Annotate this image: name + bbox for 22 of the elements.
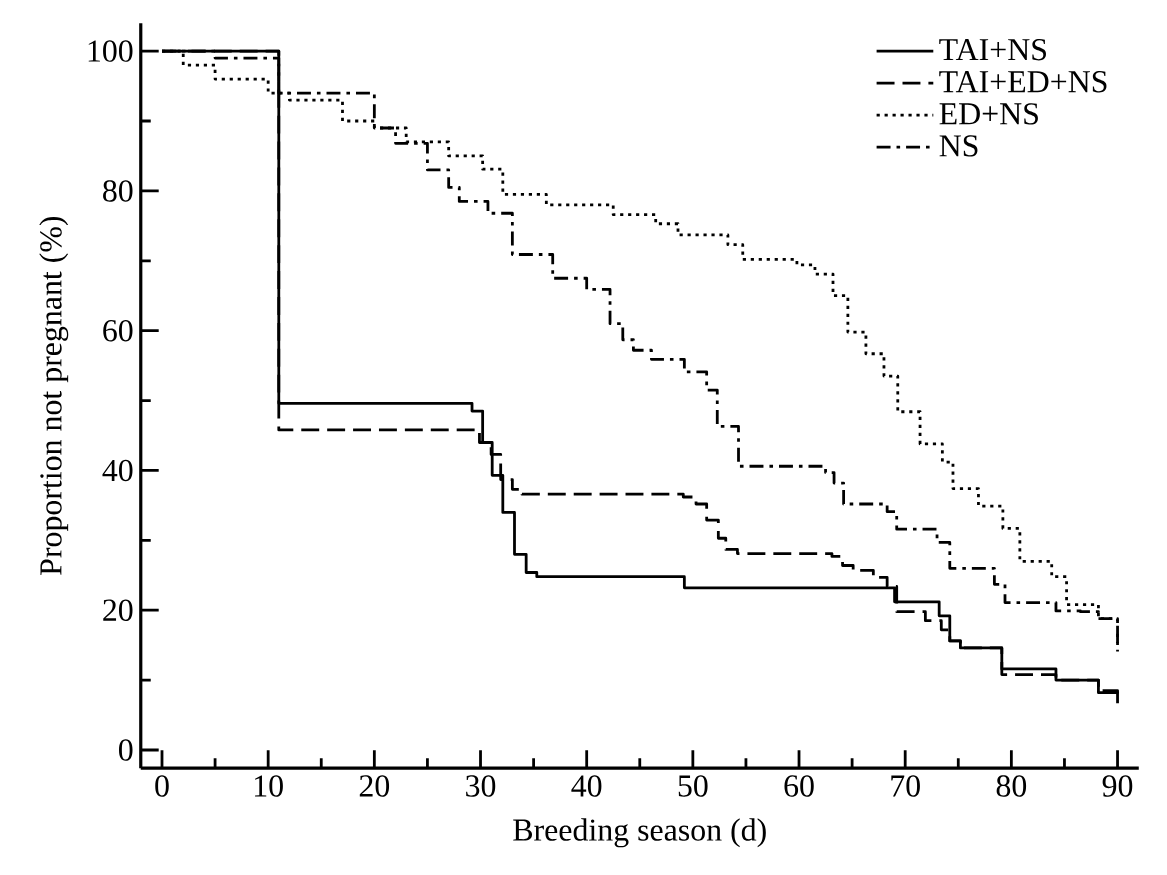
y-tick-label: 40 bbox=[102, 459, 133, 482]
legend-label: TAI+ED+NS bbox=[939, 71, 1107, 93]
x-tick-label: 90 bbox=[1102, 775, 1133, 797]
x-tick-label: 10 bbox=[255, 775, 283, 797]
x-tick-label: 0 bbox=[155, 775, 169, 797]
x-tick-label: 20 bbox=[359, 775, 390, 797]
x-tick-label: 80 bbox=[996, 775, 1027, 797]
y-tick-label: 0 bbox=[119, 739, 133, 761]
y-tick-label: 60 bbox=[103, 319, 133, 342]
y-axis-title: Proportion not pregnant (%) bbox=[39, 216, 69, 575]
legend-label: TAI+NS bbox=[939, 38, 1046, 61]
x-axis-title: Breeding season (d) bbox=[513, 818, 766, 848]
x-tick-label: 60 bbox=[784, 775, 814, 797]
x-tick-label: 70 bbox=[891, 775, 920, 797]
legend-label: ED+NS bbox=[939, 103, 1038, 125]
x-tick-label: 30 bbox=[466, 775, 496, 797]
y-tick-label: 80 bbox=[103, 180, 133, 202]
x-tick-label: 40 bbox=[571, 775, 602, 797]
legend-label: NS bbox=[939, 135, 978, 157]
y-tick-label: 20 bbox=[103, 599, 133, 621]
x-tick-label: 50 bbox=[678, 775, 708, 797]
y-tick-label: 100 bbox=[88, 40, 133, 62]
